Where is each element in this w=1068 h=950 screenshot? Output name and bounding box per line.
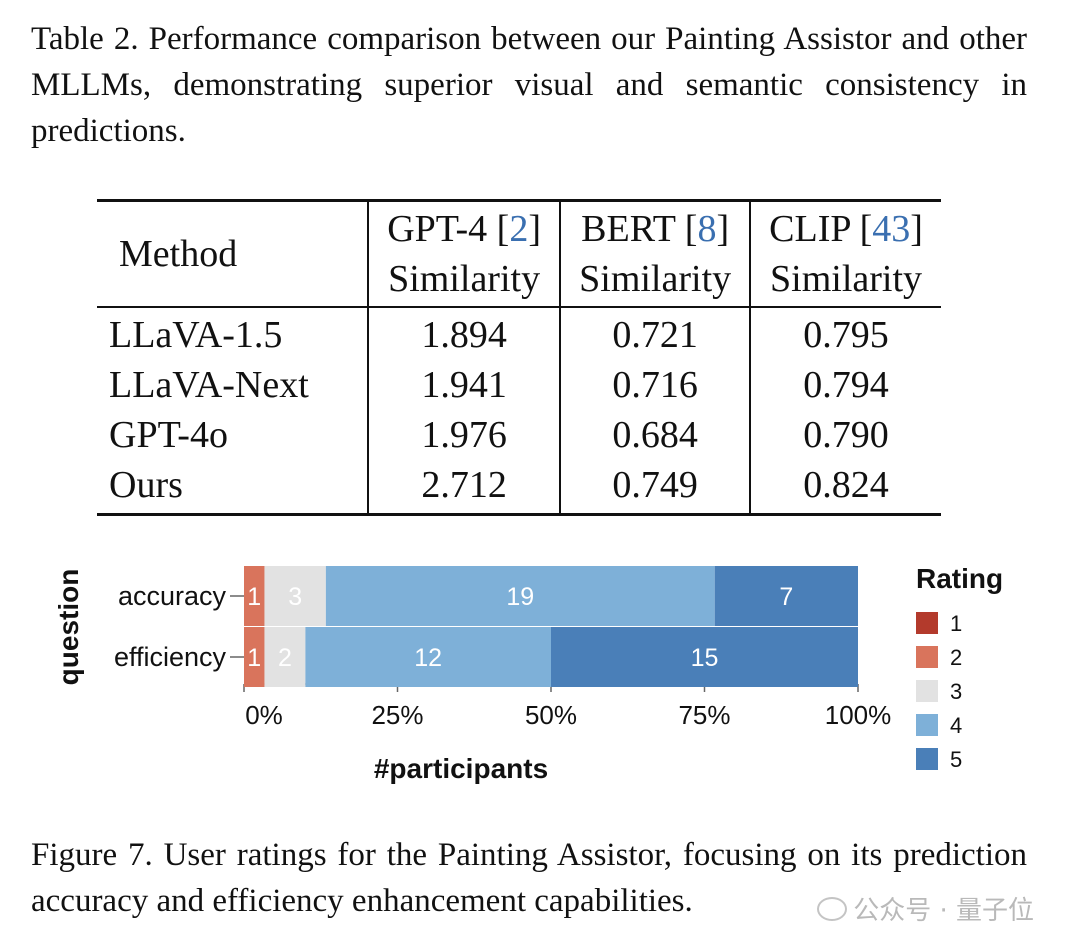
legend-swatch [916,646,938,668]
citation-link[interactable]: 43 [872,208,911,250]
legend-swatch [916,748,938,770]
legend-label: 5 [950,747,962,772]
bar-value-label: 1 [247,644,261,672]
wechat-icon [817,896,848,921]
bar-segment [244,566,265,626]
method-cell: LLaVA-1.5 [109,314,283,356]
x-axis-title: #participants [374,753,548,784]
value-cell: 0.795 [749,307,941,360]
table-caption: Table 2. Performance comparison between … [31,21,1027,149]
best-value-cell: 0.749 [559,460,751,515]
value-cell: 0.790 [749,410,941,460]
header-clip: CLIP [43] Similarity [749,200,941,308]
bar-value-label: 15 [691,644,719,672]
results-table: Method GPT-4 [2] Similarity BERT [8] Sim… [97,199,941,516]
table-row: LLaVA-1.5 1.894 0.721 0.795 [97,307,941,360]
method-header: Method [97,200,368,308]
bar-segment [551,627,858,687]
bar-value-label: 3 [288,583,302,611]
table-header-row: Method GPT-4 [2] Similarity BERT [8] Sim… [97,200,941,308]
legend-swatch [916,714,938,736]
legend-label: 4 [950,713,962,738]
watermark-text: 公众号 · 量子位 [853,896,1034,926]
x-tick-label: 75% [678,700,730,730]
table-row: GPT-4o 1.976 0.684 0.790 [97,410,941,460]
legend-label: 1 [950,611,962,636]
table-row: LLaVA-Next 1.941 0.716 0.794 [97,360,941,410]
figure-caption: Figure 7. User ratings for the Painting … [31,837,1027,919]
value-cell: 1.941 [366,360,561,410]
bar-segment [325,566,715,626]
legend-label: 2 [950,645,962,670]
header-gpt4: GPT-4 [2] Similarity [366,200,561,308]
best-value-cell: 2.712 [366,460,561,515]
value-cell: 0.794 [749,360,941,410]
bar-segment [305,627,551,687]
x-tick-label: 100% [825,700,892,730]
x-tick-label: 50% [525,700,577,730]
citation-link[interactable]: 8 [697,208,717,250]
bar-segment [244,627,265,687]
method-cell: GPT-4o [109,414,228,456]
bar-segment [264,627,306,687]
bar-value-label: 2 [278,644,292,672]
legend-label: 3 [950,679,962,704]
bar-value-label: 1 [247,583,261,611]
legend-title: Rating [916,563,1003,594]
y-axis-title: question [53,569,84,686]
x-tick-label: 0% [245,700,283,730]
bar-value-label: 7 [779,583,793,611]
citation-link[interactable]: 2 [509,208,529,250]
x-tick-label: 25% [371,700,423,730]
table-row-ours: Ours 2.712 0.749 0.824 [97,460,941,515]
legend-swatch [916,612,938,634]
value-cell: 0.721 [559,307,751,360]
value-cell: 1.976 [366,410,561,460]
bar-segment [264,566,326,626]
legend-swatch [916,680,938,702]
method-cell: LLaVA-Next [109,364,309,406]
y-category-label: accuracy [118,581,227,611]
value-cell: 1.894 [366,307,561,360]
value-cell: 0.716 [559,360,751,410]
value-cell: 0.684 [559,410,751,460]
watermark: 公众号 · 量子位 [817,890,1034,927]
bar-segment [714,566,858,626]
bar-value-label: 19 [506,583,534,611]
method-cell: Ours [109,464,183,506]
header-bert: BERT [8] Similarity [559,200,751,308]
best-value-cell: 0.824 [749,460,941,515]
bar-value-label: 12 [414,644,442,672]
y-category-label: efficiency [114,642,227,672]
